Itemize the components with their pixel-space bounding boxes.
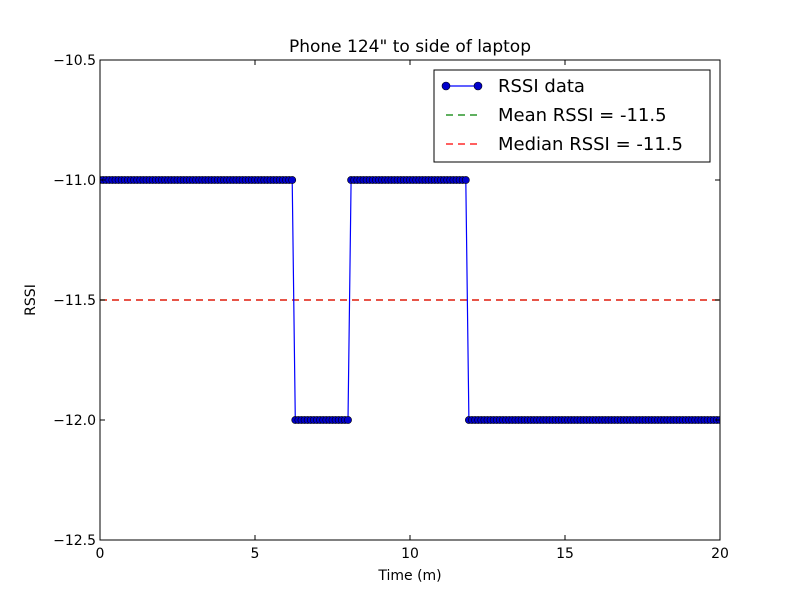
x-tick-label: 20 xyxy=(711,546,729,562)
y-tick-label: −10.5 xyxy=(53,53,96,69)
legend-entry-label: Median RSSI = -11.5 xyxy=(498,134,683,155)
legend-entry-label: RSSI data xyxy=(498,76,585,97)
legend-marker xyxy=(473,81,483,91)
legend-entry-label: Mean RSSI = -11.5 xyxy=(498,105,667,126)
y-axis-label: RSSI xyxy=(23,284,39,316)
x-axis-label: Time (m) xyxy=(377,568,441,584)
chart-title: Phone 124" to side of laptop xyxy=(289,37,531,57)
y-tick-label: −12.0 xyxy=(53,413,96,429)
legend: RSSI data Mean RSSI = -11.5 Median RSSI = … xyxy=(433,69,711,163)
y-tick-label: −11.5 xyxy=(53,293,96,309)
y-axis: −12.5 −12.0 −11.5 −11.0 −10.5 xyxy=(53,53,720,549)
y-tick-label: −11.0 xyxy=(53,173,96,189)
rssi-data-point xyxy=(288,176,297,184)
x-tick-label: 0 xyxy=(96,546,105,562)
x-tick-label: 10 xyxy=(401,546,419,562)
rssi-data-point xyxy=(461,176,470,184)
y-tick-label: −12.5 xyxy=(53,533,96,549)
plot-area xyxy=(100,176,720,424)
rssi-data-line xyxy=(100,179,720,421)
rssi-data-point xyxy=(344,416,352,424)
legend-marker xyxy=(441,81,451,91)
x-tick-label: 5 xyxy=(251,546,260,562)
x-tick-label: 15 xyxy=(556,546,574,562)
x-axis: 0 5 10 15 20 xyxy=(96,60,729,562)
